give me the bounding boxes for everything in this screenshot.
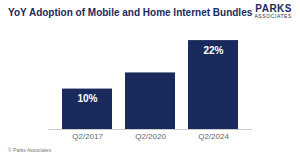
html-text:YoY Adoption of Mobile and Hom: YoY Adoption of Mobile and Home Internet…	[8, 3, 292, 18]
html-text:© Parks Associates: © Parks Associates	[8, 147, 52, 153]
svg-text:Q2/2017: Q2/2017	[72, 132, 103, 141]
svg-text:22%: 22%	[203, 45, 223, 56]
html-text:ASSOCIATES: ASSOCIATES	[254, 13, 292, 19]
svg-text:Q2/2024: Q2/2024	[198, 132, 229, 141]
svg-text:Q2/2020: Q2/2020	[135, 132, 166, 141]
svg-text:10%: 10%	[77, 93, 97, 104]
